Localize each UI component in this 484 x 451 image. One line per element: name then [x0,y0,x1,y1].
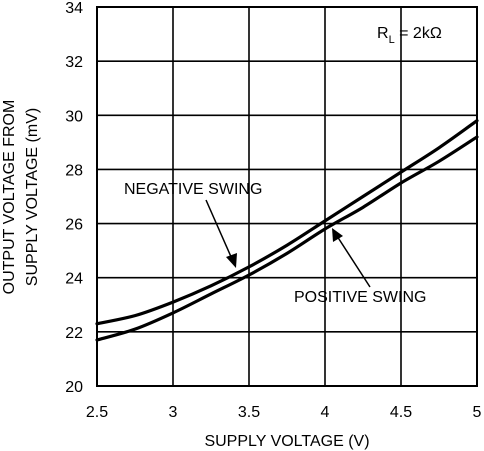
positive-swing-line [95,135,479,342]
negative-swing-leader [205,199,233,260]
annotation-subscript: L [389,34,395,46]
x-tick-label: 3.5 [238,404,260,421]
positive-swing-arrowhead [332,228,343,242]
x-tick-label: 2.5 [86,404,108,421]
x-axis-label: SUPPLY VOLTAGE (V) [204,433,369,450]
plot-frame [96,6,478,387]
x-tick-label: 5 [473,404,482,421]
y-axis-label-line-2: SUPPLY VOLTAGE (mV) [24,108,41,286]
y-tick-label: 28 [65,162,83,179]
y-tick-label: 24 [65,271,83,288]
positive-swing-label: POSITIVE SWING [294,289,426,306]
series-layer [95,119,479,342]
negative-swing-arrowhead [226,253,237,268]
y-tick-label: 34 [65,0,83,17]
annotation-value: = 2kΩ [395,25,442,42]
annotation-r: R [377,25,389,42]
y-tick-label: 32 [65,54,83,71]
y-tick-label: 26 [65,217,83,234]
x-tick-label: 4 [321,404,330,421]
negative-swing-label: NEGATIVE SWING [124,181,262,198]
x-tick-label: 3 [169,404,178,421]
x-tick-label: 4.5 [390,404,412,421]
y-tick-label: 22 [65,325,83,342]
negative-swing-line [95,119,479,326]
y-axis-label-line-1: OUTPUT VOLTAGE FROM [1,100,18,295]
positive-swing-leader [336,235,371,288]
load-resistance-annotation: RL = 2kΩ [377,25,442,46]
tick-labels: 2.5 3 3.5 4 4.5 5 20 22 24 26 28 30 32 34 [65,0,481,421]
y-tick-label: 20 [65,379,83,396]
y-tick-label: 30 [65,108,83,125]
